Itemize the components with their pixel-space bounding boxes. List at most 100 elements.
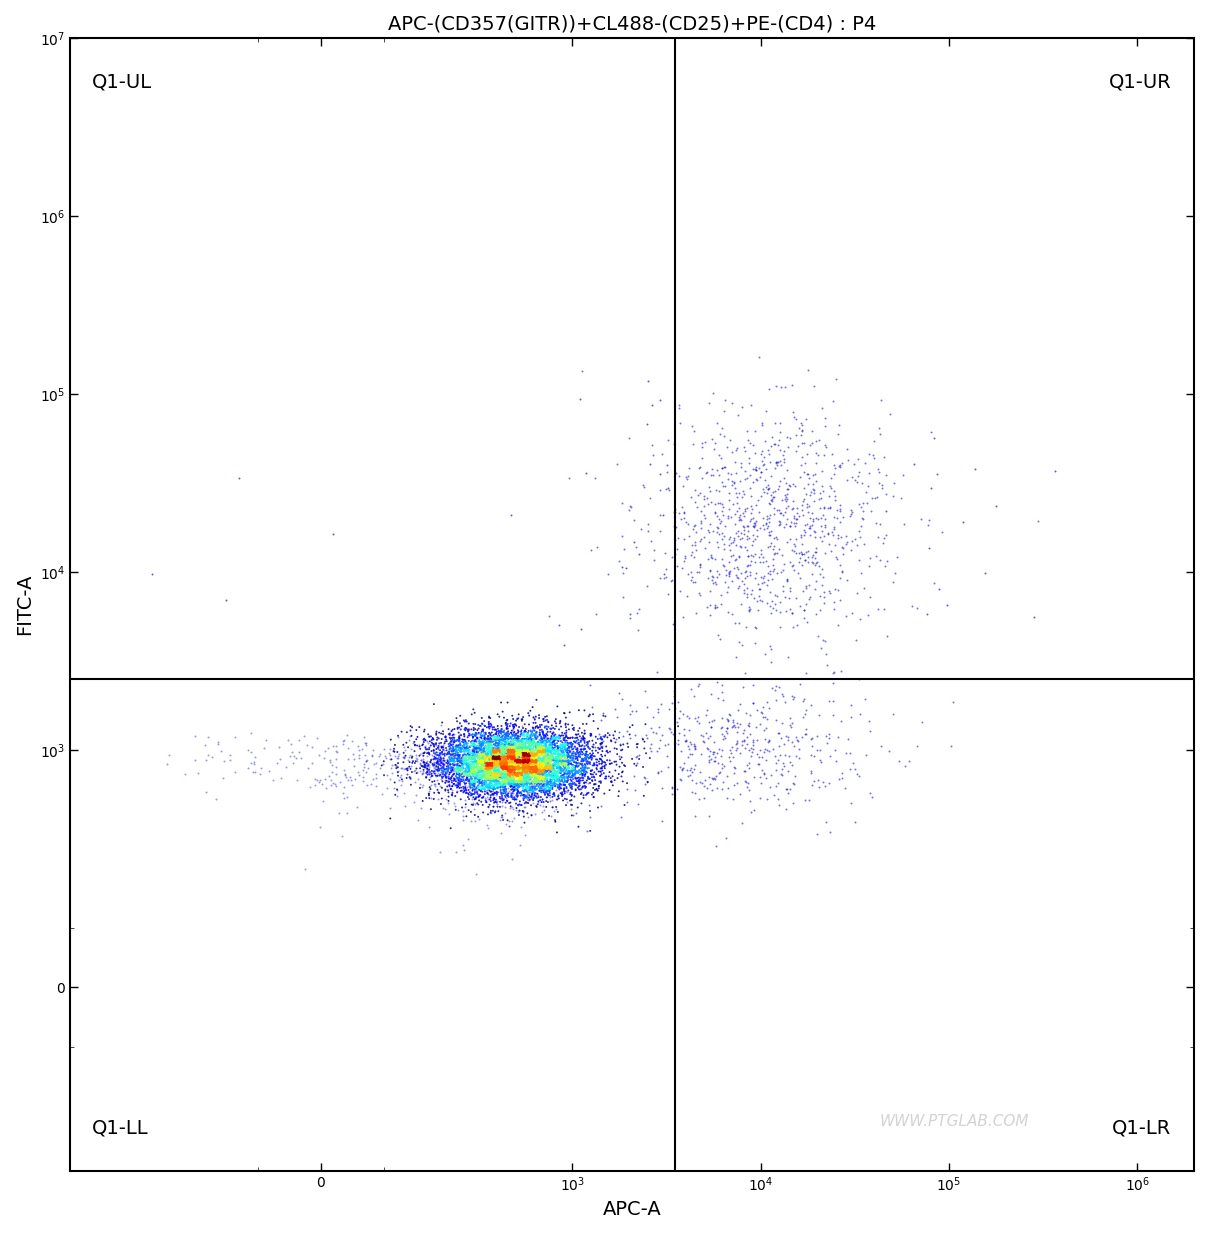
Point	[521, 755, 540, 775]
Point	[521, 722, 540, 742]
Point	[840, 506, 860, 526]
Point	[586, 727, 606, 747]
Point	[826, 486, 845, 506]
Point	[563, 759, 583, 779]
Point	[550, 726, 569, 745]
Point	[815, 408, 834, 428]
Point	[792, 495, 811, 515]
Point	[519, 747, 538, 766]
Point	[788, 437, 808, 457]
Point	[520, 731, 539, 750]
Point	[480, 747, 499, 766]
Point	[793, 421, 812, 441]
Point	[829, 501, 849, 521]
Point	[452, 758, 472, 777]
Point	[555, 758, 574, 777]
Point	[686, 708, 705, 728]
Point	[468, 764, 487, 784]
Point	[488, 716, 508, 735]
Point	[442, 765, 462, 785]
Point	[756, 470, 775, 490]
Point	[435, 733, 455, 753]
Point	[802, 695, 821, 714]
Point	[615, 795, 635, 814]
Point	[411, 754, 430, 774]
Point	[537, 745, 556, 765]
Point	[501, 774, 520, 793]
Point	[484, 738, 503, 758]
Point	[366, 776, 386, 796]
Point	[509, 758, 528, 777]
Point	[885, 563, 904, 582]
Point	[543, 723, 562, 743]
Point	[532, 760, 551, 780]
Point	[481, 750, 501, 770]
Point	[446, 754, 465, 774]
Point	[805, 555, 825, 575]
Point	[481, 717, 501, 737]
Point	[592, 733, 612, 753]
Point	[515, 774, 534, 793]
Point	[442, 740, 462, 760]
Point	[459, 771, 479, 791]
Point	[498, 740, 517, 760]
Point	[517, 749, 537, 769]
Point	[527, 750, 546, 770]
Point	[496, 792, 515, 812]
Point	[397, 764, 416, 784]
Point	[470, 743, 490, 763]
Point	[497, 765, 516, 785]
Point	[549, 779, 568, 798]
Point	[828, 423, 848, 443]
Point	[523, 748, 543, 768]
Point	[449, 732, 468, 752]
Point	[504, 768, 523, 787]
Point	[620, 724, 640, 744]
Point	[474, 749, 493, 769]
Point	[522, 806, 542, 826]
Point	[405, 771, 424, 791]
Point	[522, 744, 542, 764]
Point	[509, 764, 528, 784]
Point	[491, 731, 510, 750]
Point	[540, 740, 560, 760]
Point	[578, 784, 597, 803]
Point	[523, 742, 543, 761]
Point	[502, 735, 521, 755]
Point	[730, 484, 750, 503]
Point	[474, 721, 493, 740]
Point	[446, 763, 465, 782]
Point	[542, 737, 561, 756]
Point	[536, 745, 555, 765]
Point	[484, 756, 503, 776]
Point	[574, 761, 594, 781]
Point	[439, 753, 458, 772]
Point	[488, 752, 508, 771]
Point	[449, 740, 468, 760]
Point	[592, 752, 612, 771]
Point	[523, 750, 543, 770]
Point	[528, 769, 548, 789]
Point	[700, 727, 719, 747]
Point	[737, 587, 757, 607]
Point	[509, 735, 528, 755]
Point	[796, 550, 815, 570]
Point	[504, 780, 523, 800]
Point	[516, 740, 536, 760]
Point	[666, 502, 686, 522]
Point	[787, 747, 806, 766]
Point	[515, 793, 534, 813]
Point	[504, 723, 523, 743]
Point	[514, 789, 533, 808]
Point	[433, 758, 452, 777]
Point	[517, 774, 537, 793]
Point	[487, 753, 507, 772]
Point	[449, 764, 468, 784]
Point	[441, 768, 461, 787]
Point	[526, 768, 545, 787]
Point	[533, 738, 553, 758]
Point	[536, 785, 555, 805]
Point	[485, 744, 504, 764]
Point	[511, 756, 531, 776]
Point	[752, 452, 771, 471]
